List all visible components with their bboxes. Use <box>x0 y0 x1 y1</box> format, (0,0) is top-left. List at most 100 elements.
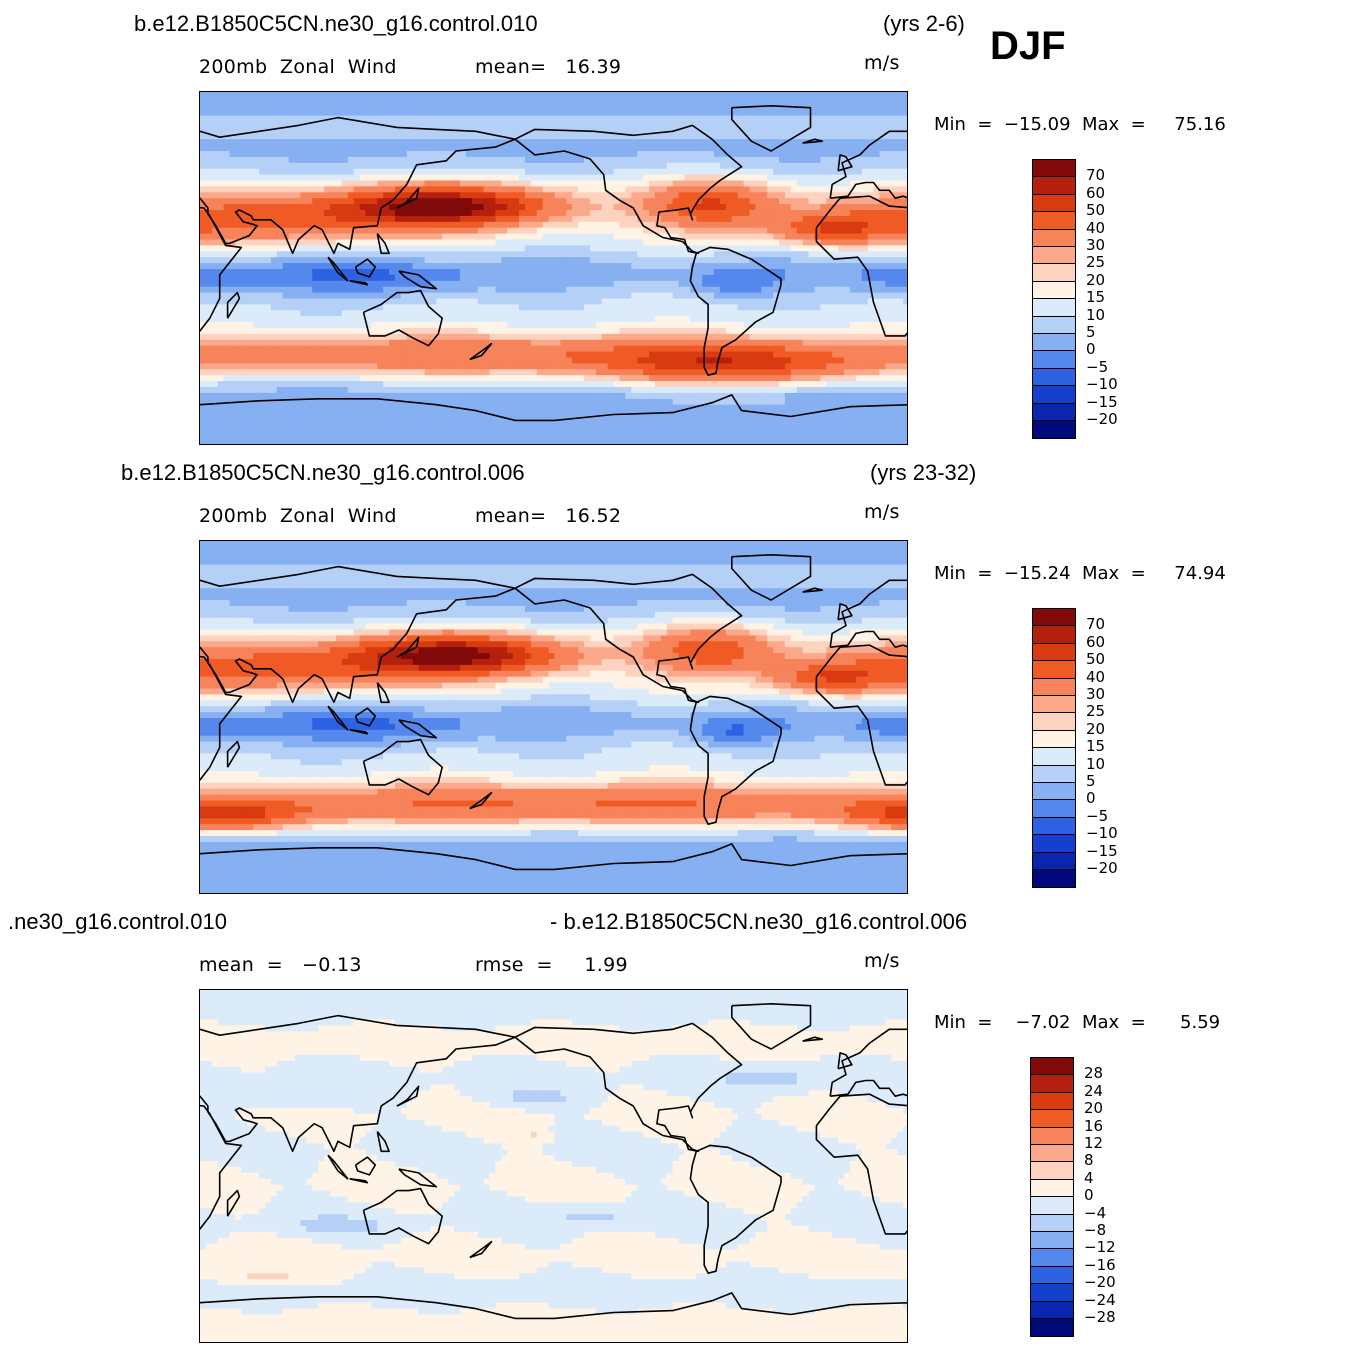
contour-cell <box>247 127 254 134</box>
contour-cell <box>430 239 437 246</box>
contour-cell <box>584 156 591 164</box>
contour-cell <box>406 310 414 317</box>
contour-cell <box>873 174 881 182</box>
contour-cell <box>779 245 786 252</box>
contour-cell <box>223 121 231 128</box>
contour-cell <box>459 310 467 317</box>
contour-cell <box>784 227 792 235</box>
contour-cell <box>814 121 821 128</box>
contour-cell <box>725 139 733 146</box>
contour-cell <box>276 310 284 317</box>
contour-cell <box>643 145 650 152</box>
contour-cell <box>631 227 638 235</box>
contour-cell <box>672 180 680 187</box>
contour-cell <box>259 263 266 270</box>
contour-cell <box>891 316 898 323</box>
contour-cell <box>708 103 715 111</box>
contour-cell <box>205 115 213 123</box>
contour-cell <box>318 280 325 288</box>
contour-cell <box>802 145 810 152</box>
contour-cell <box>595 121 603 128</box>
contour-cell <box>200 139 207 146</box>
contour-cell <box>584 97 591 105</box>
contour-cell <box>318 210 325 217</box>
contour-cell <box>282 239 290 246</box>
contour-cell <box>625 227 632 235</box>
contour-cell <box>477 151 485 158</box>
contour-cell <box>341 286 349 294</box>
contour-cell <box>471 174 479 182</box>
contour-cell <box>666 251 674 258</box>
contour-cell <box>844 210 851 217</box>
contour-cell <box>589 204 597 211</box>
contour-cell <box>400 115 408 123</box>
contour-cell <box>554 257 562 264</box>
contour-cell <box>649 221 656 229</box>
contour-cell <box>867 239 875 246</box>
contour-cell <box>335 97 343 105</box>
contour-cell <box>885 174 892 182</box>
contour-cell <box>465 156 473 164</box>
contour-cell <box>796 304 804 311</box>
contour-cell <box>200 292 207 300</box>
contour-cell <box>282 328 290 335</box>
contour-cell <box>719 286 727 294</box>
contour-cell <box>241 292 248 300</box>
contour-cell <box>312 204 319 211</box>
contour-cell <box>530 269 538 276</box>
contour-cell <box>761 257 768 264</box>
contour-cell <box>849 263 857 270</box>
contour-cell <box>513 156 520 164</box>
contour-cell <box>495 174 502 182</box>
contour-cell <box>625 322 632 329</box>
contour-cell <box>601 269 609 276</box>
contour-cell <box>861 304 869 311</box>
contour-cell <box>684 180 691 187</box>
contour-cell <box>560 316 567 323</box>
contour-cell <box>359 97 367 105</box>
contour-cell <box>306 251 313 258</box>
contour-cell <box>542 103 550 111</box>
contour-cell <box>235 109 242 117</box>
contour-cell <box>259 328 266 335</box>
contour-cell <box>542 233 550 241</box>
contour-cell <box>276 162 284 170</box>
contour-cell <box>530 204 538 211</box>
contour-cell <box>761 115 768 123</box>
contour-cell <box>383 233 390 241</box>
contour-cell <box>660 316 668 323</box>
contour-cell <box>808 233 816 241</box>
contour-cell <box>861 221 869 229</box>
contour-cell <box>731 227 739 235</box>
contour-cell <box>796 251 804 258</box>
contour-cell <box>607 97 615 105</box>
contour-cell <box>572 269 579 276</box>
contour-cell <box>779 156 786 164</box>
contour-cell <box>820 239 827 246</box>
contour-cell <box>247 286 254 294</box>
contour-cell <box>542 316 550 323</box>
contour-cell <box>264 133 272 140</box>
contour-cell <box>306 245 313 252</box>
contour-cell <box>891 245 898 252</box>
contour-cell <box>802 186 810 193</box>
contour-cell <box>436 280 443 288</box>
contour-cell <box>241 274 248 282</box>
contour-cell <box>566 103 573 111</box>
contour-cell <box>589 251 597 258</box>
contour-cell <box>347 168 355 176</box>
contour-cell <box>684 115 691 123</box>
contour-cell <box>406 92 414 99</box>
contour-cell <box>637 156 644 164</box>
contour-cell <box>253 316 260 323</box>
contour-cell <box>625 239 632 246</box>
contour-cell <box>808 145 816 152</box>
contour-cell <box>708 263 715 270</box>
contour-cell <box>879 151 886 158</box>
contour-cell <box>270 333 278 341</box>
contour-cell <box>454 227 461 235</box>
contour-cell <box>223 292 231 300</box>
contour-cell <box>619 121 626 128</box>
contour-cell <box>849 322 857 329</box>
contour-cell <box>779 97 786 105</box>
